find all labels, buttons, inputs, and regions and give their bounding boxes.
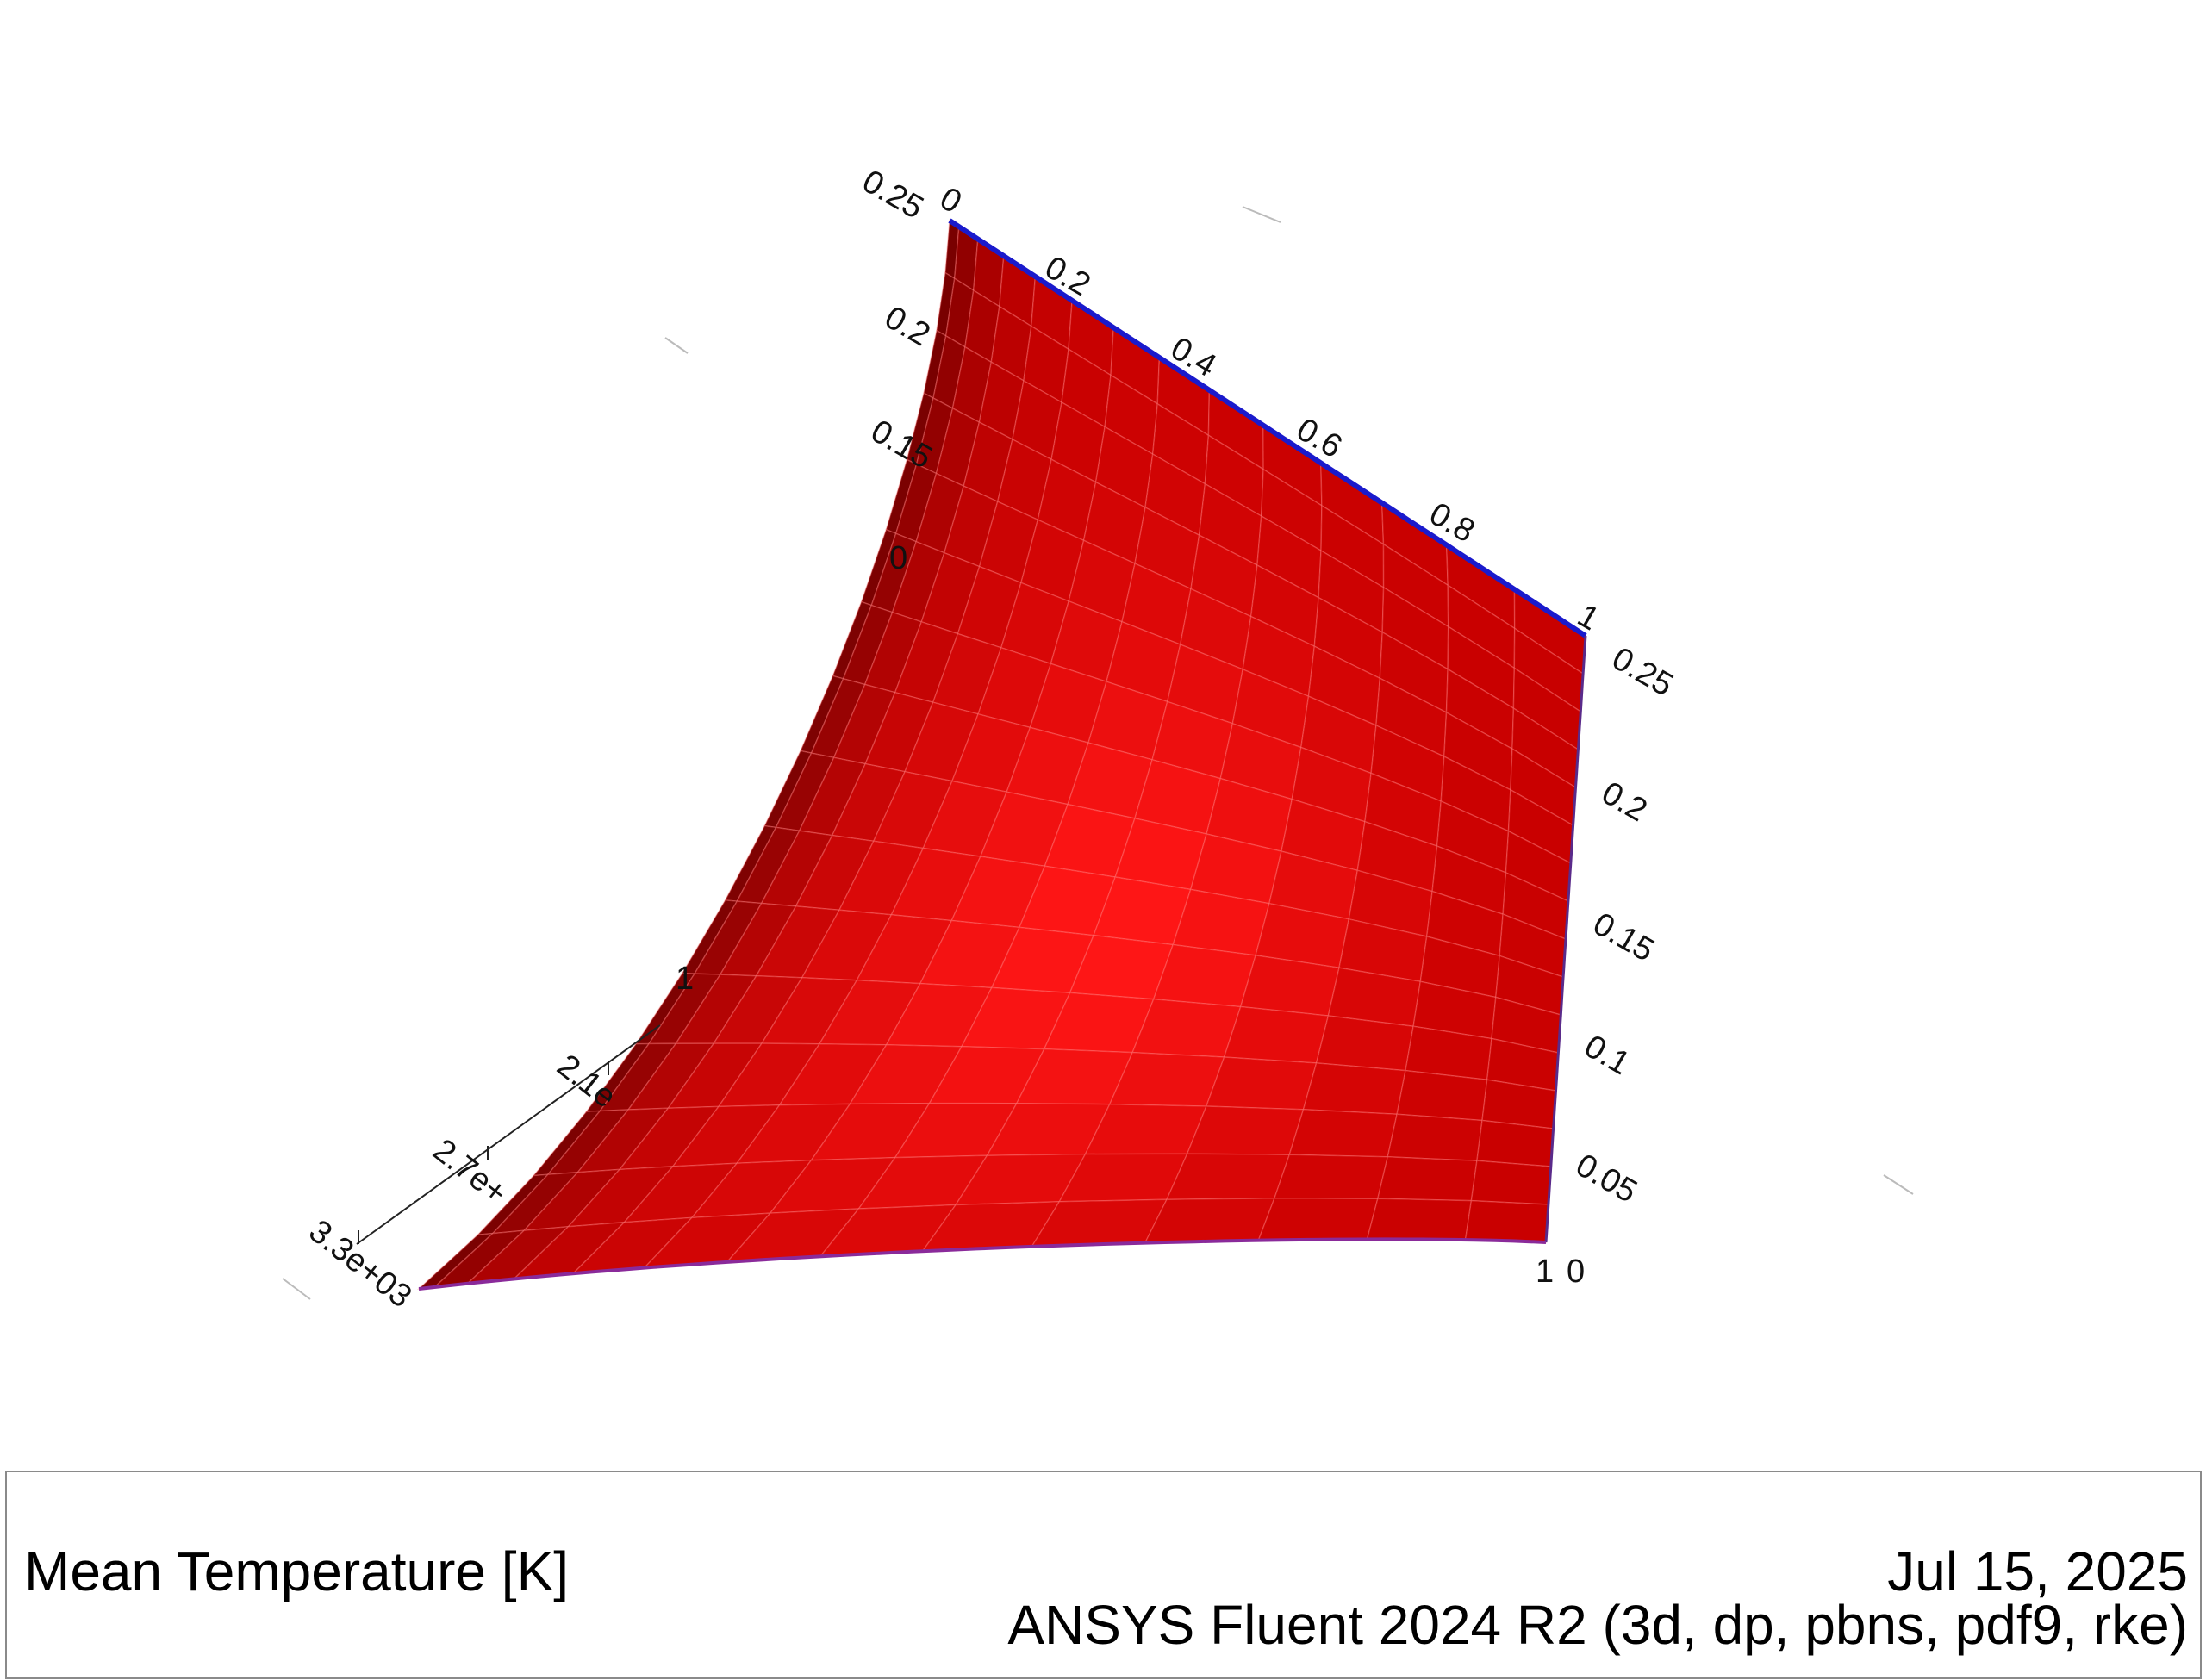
right-axis-tick-0.25: 0.25: [1606, 640, 1679, 703]
right-axis-tick-0.2: 0.2: [1596, 775, 1654, 829]
faint-axis-mark: [664, 337, 689, 354]
top-edge-line: [948, 218, 1587, 638]
graphics-viewport[interactable]: 0 0.2 0.4 0.6 0.8 1 0.25 0.2 0.15 0.1 0.…: [0, 0, 2206, 1465]
bottom-right-label: 1: [1536, 1254, 1554, 1290]
surface-cell: [1257, 1198, 1379, 1241]
faint-axis-mark: [1883, 1174, 1914, 1195]
surface-cell: [1376, 1156, 1478, 1202]
right-axis-tick-0.05: 0.05: [1570, 1147, 1643, 1210]
footer-date: Jul 15, 2025: [1887, 1540, 2188, 1602]
footer-product: ANSYS Fluent 2024 R2 (3d, dp, pbns, pdf9…: [1007, 1594, 2188, 1656]
surface-cell: [1223, 1005, 1330, 1064]
top-axis-tick-0: 0: [934, 180, 968, 221]
right-axis-tick-0.15: 0.15: [1587, 905, 1661, 968]
surface-cell: [1464, 1199, 1549, 1243]
surface-cell: [1165, 1153, 1291, 1200]
faint-axis-mark: [1242, 206, 1281, 223]
left-axis-tick-0.2: 0.2: [879, 299, 937, 353]
footer-title: Mean Temperature [K]: [24, 1540, 570, 1602]
surface-cell: [1273, 1154, 1389, 1200]
surface-cell: [1396, 1069, 1488, 1122]
surface-cell: [1387, 1113, 1483, 1162]
surface-cell: [1366, 1198, 1473, 1241]
surface-cell: [1302, 1062, 1406, 1115]
info-footer: Mean Temperature [K] Jul 15, 2025 ANSYS …: [5, 1471, 2202, 1679]
surface-mesh: [416, 219, 1586, 1291]
surface-plot: 0 0.2 0.4 0.6 0.8 1 0.25 0.2 0.15 0.1 0.…: [282, 163, 1914, 1315]
faint-axis-mark: [282, 1278, 311, 1300]
temp-axis-tick-3.3e+03: 3.3e+03: [302, 1213, 418, 1315]
surface-cell: [1205, 1056, 1318, 1111]
surface-cell: [1288, 1109, 1399, 1158]
temp-axis-tick-1: 1: [676, 961, 694, 997]
right-axis-tick-0.1: 0.1: [1579, 1028, 1636, 1082]
left-axis-tick-0: 0: [889, 540, 907, 576]
surface-edges: [418, 218, 1587, 1291]
right-axis-tick-0: 0: [1567, 1254, 1585, 1290]
temperature-axis-line: [356, 1024, 661, 1245]
temp-axis-tick-2.7e: 2.7e+: [426, 1132, 514, 1211]
surface-cell: [1470, 1160, 1552, 1205]
surface-cell: [1144, 1198, 1275, 1244]
bottom-edge-line: [418, 1237, 1547, 1291]
surface-cell: [1186, 1105, 1305, 1155]
right-edge-line: [1544, 635, 1587, 1243]
surface-cell: [1315, 1015, 1414, 1072]
left-axis-tick-0.25: 0.25: [857, 163, 930, 226]
surface-cell: [1476, 1119, 1555, 1167]
axis-lines: [282, 206, 1914, 1300]
